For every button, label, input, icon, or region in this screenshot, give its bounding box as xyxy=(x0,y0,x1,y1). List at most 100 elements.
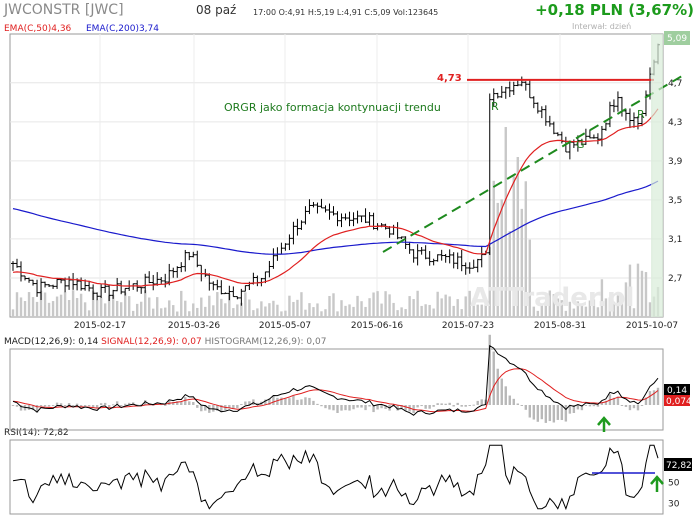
x-tick-label: 2015-07-23 xyxy=(442,321,494,331)
volume-bar xyxy=(180,290,183,317)
macd-histogram-bar xyxy=(656,387,660,405)
open-value: O:4,91 xyxy=(278,8,306,17)
macd-histogram-bar xyxy=(35,405,39,413)
macd-histogram-bar xyxy=(540,405,544,420)
macd-histogram-bar xyxy=(256,402,259,405)
macd-histogram-bar xyxy=(428,405,431,409)
volume-bar xyxy=(560,300,564,317)
volume-bar xyxy=(95,299,99,317)
volume-bar xyxy=(512,176,515,317)
macd-histogram-bar xyxy=(87,405,91,406)
macd-histogram-bar xyxy=(356,405,359,408)
rsi-value-label: 72,82 xyxy=(666,461,692,471)
volume-bar xyxy=(584,306,588,317)
macd-histogram-bar xyxy=(228,405,231,408)
volume-bar xyxy=(468,290,471,317)
macd-histogram-bar xyxy=(95,405,99,409)
macd-histogram-bar xyxy=(632,405,636,409)
macd-histogram-bar xyxy=(316,403,319,405)
macd-histogram-bar xyxy=(432,405,435,407)
macd-histogram-bar xyxy=(452,405,455,407)
low-value: L:4,91 xyxy=(336,8,362,17)
macd-histogram-bar xyxy=(336,405,339,413)
uptrend-line xyxy=(382,75,683,253)
volume-bar xyxy=(412,299,415,317)
volume-bar xyxy=(256,308,259,317)
volume-bar xyxy=(300,292,303,317)
macd-histogram-bar xyxy=(71,405,75,406)
histogram-label: HISTOGRAM(12,26,9): 0,07 xyxy=(204,337,327,347)
macd-histogram-bar xyxy=(232,405,235,409)
last-price-box xyxy=(664,31,690,45)
rsi-value-box xyxy=(664,458,692,471)
macd-histogram-bar xyxy=(528,405,532,418)
macd-histogram-bar xyxy=(43,405,47,407)
volume-bar xyxy=(316,303,319,317)
volume-bar xyxy=(79,293,83,317)
volume-bar xyxy=(123,292,127,317)
volume-bar xyxy=(204,306,207,317)
rsi-tick-label: 50 xyxy=(668,478,680,488)
volume-bar xyxy=(168,300,171,317)
volume-bar xyxy=(580,305,584,317)
macd-histogram-bar xyxy=(544,405,548,423)
x-tick-label: 2015-05-07 xyxy=(259,321,311,331)
volume-bar xyxy=(596,307,600,317)
volume-bar xyxy=(368,298,371,317)
volume-bar xyxy=(184,300,187,317)
volume-bar xyxy=(520,208,523,317)
macd-histogram-bar xyxy=(51,405,55,407)
volume-bar xyxy=(148,297,151,317)
macd-histogram-bar xyxy=(384,405,387,410)
volume-bar xyxy=(380,303,383,317)
volume-bar xyxy=(59,294,63,317)
macd-histogram-bar xyxy=(296,399,299,405)
volume-bar xyxy=(228,293,231,317)
volume-bar xyxy=(592,299,596,317)
ohlc-readout: 17:00 O:4,91 H:5,19 L:4,91 C:5,09 Vol:12… xyxy=(253,8,438,17)
macd-pane-frame xyxy=(9,348,664,431)
rsi-pane-frame xyxy=(9,439,664,515)
macd-histogram-bar xyxy=(372,405,375,413)
macd-histogram-bar xyxy=(380,405,383,409)
macd-histogram-bar xyxy=(135,404,139,406)
y-tick-label: 2,7 xyxy=(668,274,682,284)
macd-histogram-bar xyxy=(67,403,71,405)
macd-histogram-bar xyxy=(284,398,287,405)
macd-histogram-bar xyxy=(216,405,219,411)
macd-histogram-bar xyxy=(520,405,523,406)
price-series xyxy=(11,43,660,511)
volume-bar xyxy=(524,181,527,317)
volume-bar xyxy=(404,309,407,317)
macd-histogram-bar xyxy=(364,405,367,411)
volume-bar xyxy=(244,292,247,317)
x-tick-label: 2015-06-16 xyxy=(351,321,404,331)
interval-label: Interwał: dzień xyxy=(572,22,632,31)
macd-histogram-bar xyxy=(516,403,519,405)
macd-histogram-bar xyxy=(39,405,43,406)
macd-line xyxy=(12,344,659,416)
macd-histogram-bar xyxy=(164,404,167,406)
macd-histogram-bar xyxy=(564,405,568,422)
macd-histogram-bar xyxy=(119,405,123,406)
macd-histogram-bar xyxy=(360,405,363,408)
volume-bar xyxy=(496,202,499,317)
macd-histogram-bar xyxy=(324,405,327,409)
volume-bar xyxy=(508,231,511,317)
macd-histogram-bar xyxy=(127,402,131,405)
volume-bar xyxy=(360,301,363,317)
volume-bar xyxy=(220,298,223,317)
volume-bar xyxy=(636,263,640,317)
macd-histogram-bar xyxy=(588,405,592,407)
volume-bar xyxy=(352,306,355,317)
macd-histogram-bar xyxy=(188,401,191,405)
volume-bar xyxy=(75,298,79,317)
volume-bar xyxy=(232,308,235,317)
macd-histogram-bar xyxy=(83,405,87,406)
macd-legend: MACD(12,26,9): 0,14 SIGNAL(12,26,9): 0,0… xyxy=(4,337,326,347)
macd-histogram-bar xyxy=(55,402,59,405)
volume-bar xyxy=(27,292,31,317)
macd-histogram-bar xyxy=(404,405,407,411)
volume-bar xyxy=(396,310,399,317)
